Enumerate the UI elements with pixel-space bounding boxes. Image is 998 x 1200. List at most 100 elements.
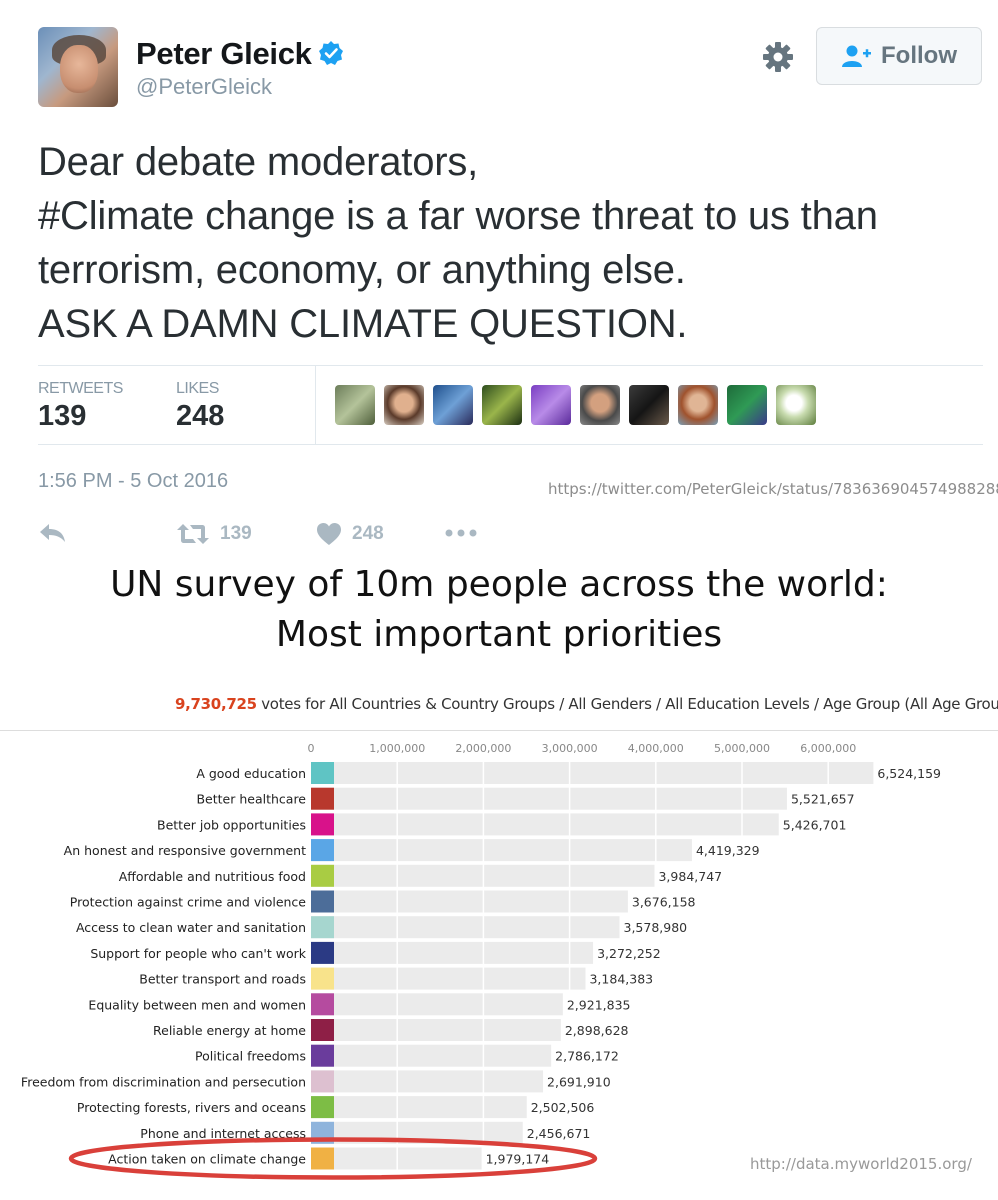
bar-track [311,890,628,913]
more-dots-icon [445,529,477,537]
value-label: 2,691,910 [547,1074,611,1089]
category-label: Support for people who can't work [90,946,306,961]
bar-swatch[interactable] [311,813,334,836]
x-tick-label: 6,000,000 [800,742,856,755]
reply-icon [40,524,65,542]
liker-avatar[interactable] [727,385,767,425]
bar-swatch[interactable] [311,787,334,810]
add-user-icon [842,45,871,67]
follow-label: Follow [881,42,957,69]
x-tick-label: 0 [308,742,315,755]
category-label: Protecting forests, rivers and oceans [77,1100,306,1115]
x-tick-label: 1,000,000 [369,742,425,755]
liker-avatar[interactable] [580,385,620,425]
bar-swatch[interactable] [311,762,334,784]
value-label: 2,456,671 [527,1126,591,1141]
bar-swatch[interactable] [311,1096,334,1119]
bar-track [311,1070,544,1093]
bar-swatch[interactable] [311,993,334,1016]
bar-swatch[interactable] [311,1019,334,1041]
tweet-timestamp[interactable]: 1:56 PM - 5 Oct 2016 [38,470,229,492]
bar-swatch[interactable] [311,839,334,862]
tweet-line: ASK A DAMN CLIMATE QUESTION. [38,302,688,346]
bar-track [311,916,620,939]
x-tick-label: 3,000,000 [542,742,598,755]
gear-icon[interactable] [761,40,795,74]
bar-swatch[interactable] [311,1070,334,1093]
tweet-text: Dear debate moderators, #Climate change … [38,135,983,351]
bar-swatch[interactable] [311,941,334,964]
category-label: Protection against crime and violence [70,895,307,910]
value-label: 5,426,701 [783,817,847,832]
bar-swatch[interactable] [311,864,334,887]
category-label: Affordable and nutritious food [119,869,306,884]
tweet-url: https://twitter.com/PeterGleick/status/7… [548,480,998,498]
bar-swatch[interactable] [311,890,334,913]
likes-label: LIKES [176,380,219,397]
x-tick-label: 5,000,000 [714,742,770,755]
bar-track [311,839,692,862]
value-label: 3,676,158 [632,895,696,910]
liker-avatar[interactable] [531,385,571,425]
bar-swatch[interactable] [311,967,334,990]
retweet-icon [177,524,209,544]
bar-swatch[interactable] [311,916,334,939]
bar-track [311,762,874,784]
value-label: 3,984,747 [658,869,722,884]
liker-avatar[interactable] [433,385,473,425]
reply-button[interactable] [38,522,68,544]
likes-count[interactable]: 248 [176,400,225,432]
value-label: 6,524,159 [877,766,941,781]
more-button[interactable] [444,528,478,538]
category-label: Freedom from discrimination and persecut… [21,1074,306,1089]
handle[interactable]: @PeterGleick [136,74,273,99]
retweets-count[interactable]: 139 [38,400,87,432]
bar-swatch[interactable] [311,1044,334,1067]
liker-avatar[interactable] [678,385,718,425]
tweet-line: terrorism, economy, or anything else. [38,248,686,292]
retweets-label: RETWEETS [38,380,123,397]
liker-avatar[interactable] [384,385,424,425]
bar-track [311,1096,527,1119]
liker-avatar[interactable] [482,385,522,425]
liker-avatar[interactable] [776,385,816,425]
category-label: Action taken on climate change [108,1152,306,1167]
like-button[interactable]: 248 [316,522,384,546]
avatar[interactable] [38,27,118,107]
survey-title-line: UN survey of 10m people across the world… [110,564,888,605]
category-label: A good education [196,766,306,781]
verified-badge-icon [319,41,343,65]
category-label: An honest and responsive government [64,843,306,858]
liker-avatar[interactable] [335,385,375,425]
votes-total: 9,730,725 [175,695,257,713]
highlight-ellipse [68,1137,598,1180]
value-label: 3,578,980 [624,920,688,935]
value-label: 4,419,329 [696,843,760,858]
divider [315,366,316,444]
liker-avatar[interactable] [629,385,669,425]
tweet-line: Dear debate moderators, [38,140,479,184]
bar-swatch[interactable] [311,1147,334,1170]
display-name[interactable]: Peter Gleick [136,36,312,71]
bar-track [311,941,594,964]
chart-divider [0,730,998,731]
retweet-button[interactable]: 139 [176,522,252,546]
bar-track [311,787,787,810]
category-label: Phone and internet access [140,1126,306,1141]
bar-track [311,813,779,836]
value-label: 2,898,628 [565,1023,629,1038]
survey-title: UN survey of 10m people across the world… [0,560,998,660]
value-label: 1,979,174 [486,1152,550,1167]
bar-track [311,1147,482,1170]
category-label: Reliable energy at home [153,1023,306,1038]
votes-description: votes for All Countries & Country Groups… [256,695,998,713]
value-label: 3,184,383 [589,972,653,987]
value-label: 2,921,835 [567,997,631,1012]
follow-button[interactable]: Follow [816,27,982,85]
category-label: Better healthcare [196,792,306,807]
x-tick-label: 2,000,000 [455,742,511,755]
divider [38,444,983,445]
heart-icon [317,523,341,545]
survey-title-line: Most important priorities [275,614,723,655]
category-label: Access to clean water and sanitation [76,920,306,935]
